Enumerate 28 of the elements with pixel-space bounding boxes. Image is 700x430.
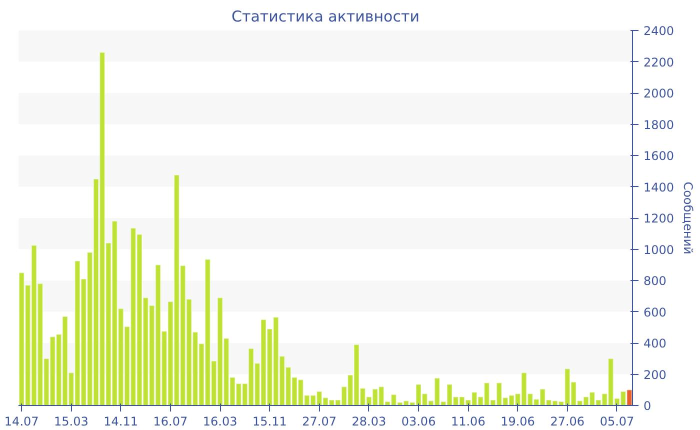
x-tick-label: 28.03 xyxy=(352,414,386,428)
x-tick-label: 05.07 xyxy=(600,414,634,428)
y-tick-label: 1000 xyxy=(644,242,674,257)
x-tick-label: 16.07 xyxy=(153,414,188,428)
y-tick-label: 0 xyxy=(644,399,652,413)
x-tick-label: 03.06 xyxy=(401,414,436,428)
y-tick-label: 200 xyxy=(644,368,666,382)
x-tick-label: 16.03 xyxy=(202,414,238,428)
y-tick-label: 1400 xyxy=(644,180,674,194)
x-tick-label: 14.07 xyxy=(4,414,39,428)
x-tick-label: 15.11 xyxy=(252,414,287,428)
y-tick-label: 800 xyxy=(644,274,666,288)
y-tick-label: 1800 xyxy=(644,118,674,132)
x-tick-label: 19.06 xyxy=(500,414,535,428)
y-tick-label: 400 xyxy=(644,336,666,350)
y-tick-label: 2000 xyxy=(644,86,674,100)
x-tick-label: 27.06 xyxy=(550,414,585,428)
x-tick-label: 15.03 xyxy=(54,414,88,428)
y-tick-label: 1200 xyxy=(644,212,674,226)
x-tick-label: 27.07 xyxy=(302,414,336,428)
x-tick-label: 11.06 xyxy=(450,414,486,428)
y-tick-label: 600 xyxy=(644,305,666,320)
y-tick-label: 1600 xyxy=(644,149,674,163)
chart-title: Статистика активности xyxy=(232,8,420,26)
x-tick-label: 14.11 xyxy=(104,414,138,428)
y-tick-label: 2200 xyxy=(644,55,674,70)
y-tick-label: 2400 xyxy=(644,24,674,38)
y-axis-title: Сообщений xyxy=(681,182,696,254)
